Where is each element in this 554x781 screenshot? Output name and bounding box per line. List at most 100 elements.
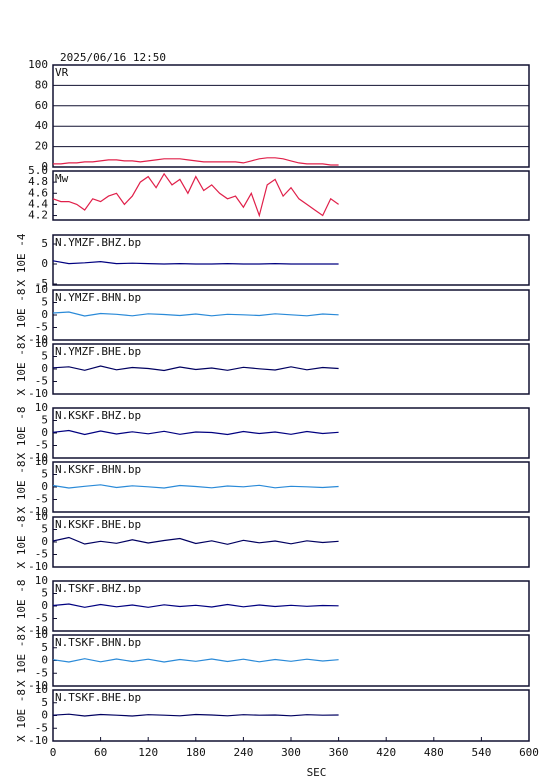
y-axis-label: X 10E -8 [15,407,28,460]
y-tick-label: 0 [41,426,48,439]
data-line [52,536,339,545]
y-axis-label: X 10E -8 [15,689,28,742]
y-tick-label: -10 [28,734,48,747]
y-tick-label: 5 [41,468,48,481]
y-tick-label: -5 [35,666,48,679]
series-label: N.KSKF.BHZ.bp [55,409,141,422]
y-tick-label: -5 [35,612,48,625]
data-line [52,260,339,265]
y-tick-label: 0 [41,599,48,612]
y-tick-label: 0 [41,709,48,722]
x-tick-label: 360 [329,746,349,759]
y-tick-label: 10 [35,574,48,587]
series-label: N.YMZF.BHZ.bp [55,236,141,249]
y-tick-label: 100 [28,58,48,71]
x-tick-label: 540 [471,746,491,759]
y-tick-label: 0 [41,654,48,667]
y-tick-label: 40 [35,119,48,132]
y-tick-label: 5 [41,237,48,250]
x-tick-label: 120 [138,746,158,759]
panel-frame [52,170,530,221]
y-tick-label: -5 [35,321,48,334]
panel-frame [52,516,530,568]
chart-title: 2025/06/16 12:50 [60,51,166,64]
y-axis-label: X 10E -8 [15,580,28,633]
x-tick-label: 480 [424,746,444,759]
y-tick-label: 0 [41,480,48,493]
y-tick-label: 10 [35,628,48,641]
y-axis-label: X 10E -8 [15,634,28,687]
y-tick-label: -10 [28,505,48,518]
x-tick-label: 420 [376,746,396,759]
x-axis-label: SEC [307,766,327,779]
y-axis-label: X 10E -8 [15,289,28,342]
series-label: N.TSKF.BHE.bp [55,691,141,704]
y-tick-label: -10 [28,333,48,346]
y-tick-label: 10 [35,401,48,414]
data-line [52,365,339,372]
y-tick-label: 20 [35,140,48,153]
panel-frame [52,634,530,687]
data-line [52,658,339,663]
y-axis-label: X 10E -8 [15,461,28,514]
y-tick-label: 5 [41,587,48,600]
series-label: N.YMZF.BHE.bp [55,345,141,358]
y-tick-label: -5 [35,277,48,290]
y-tick-label: 0 [41,308,48,321]
x-tick-label: 0 [50,746,57,759]
panel-frame [52,343,530,395]
series-label: N.KSKF.BHN.bp [55,463,141,476]
x-tick-label: 180 [186,746,206,759]
panel-frame [52,64,530,168]
data-line [52,311,339,317]
y-axis-label: X 10E -8 [15,343,28,396]
y-tick-label: 10 [35,683,48,696]
data-line [52,603,339,608]
series-label: N.KSKF.BHE.bp [55,518,141,531]
y-tick-label: 10 [35,337,48,350]
y-tick-label: -5 [35,721,48,734]
y-tick-label: -10 [28,451,48,464]
y-tick-label: 10 [35,510,48,523]
y-tick-label: 4.4 [28,197,48,210]
y-axis-label: X 10E -4 [15,233,28,286]
data-line [52,172,339,218]
y-tick-label: -10 [28,679,48,692]
series-label: N.TSKF.BHN.bp [55,636,141,649]
y-tick-label: 4.2 [28,209,48,222]
y-tick-label: 5 [41,696,48,709]
y-tick-label: 10 [35,283,48,296]
y-tick-label: 5 [41,296,48,309]
panel-frame [52,580,530,632]
y-tick-label: 0 [41,160,48,173]
panel-frame [52,289,530,341]
y-tick-label: -5 [35,493,48,506]
y-tick-label: 4.8 [28,175,48,188]
y-tick-label: -10 [28,387,48,400]
x-tick-label: 60 [94,746,107,759]
series-label: VR [55,66,69,79]
data-line [53,157,339,166]
y-tick-label: -5 [35,439,48,452]
y-tick-label: 5.0 [28,164,48,177]
y-tick-label: -5 [35,375,48,388]
series-label: Mw [55,172,69,185]
x-tick-label: 600 [519,746,539,759]
y-tick-label: 0 [41,535,48,548]
panel-frame [52,407,530,459]
data-line [52,429,339,436]
y-tick-label: -10 [28,624,48,637]
series-label: N.YMZF.BHN.bp [55,291,141,304]
y-tick-label: 5 [41,523,48,536]
y-tick-label: 5 [41,414,48,427]
x-tick-label: 300 [281,746,301,759]
y-tick-label: -10 [28,560,48,573]
y-axis-label: X 10E -8 [15,516,28,569]
panel-frame [52,234,530,286]
panel-frame [52,461,530,513]
y-tick-label: 5 [41,641,48,654]
y-tick-label: 10 [35,455,48,468]
x-tick-label: 240 [233,746,253,759]
y-tick-label: 0 [41,257,48,270]
